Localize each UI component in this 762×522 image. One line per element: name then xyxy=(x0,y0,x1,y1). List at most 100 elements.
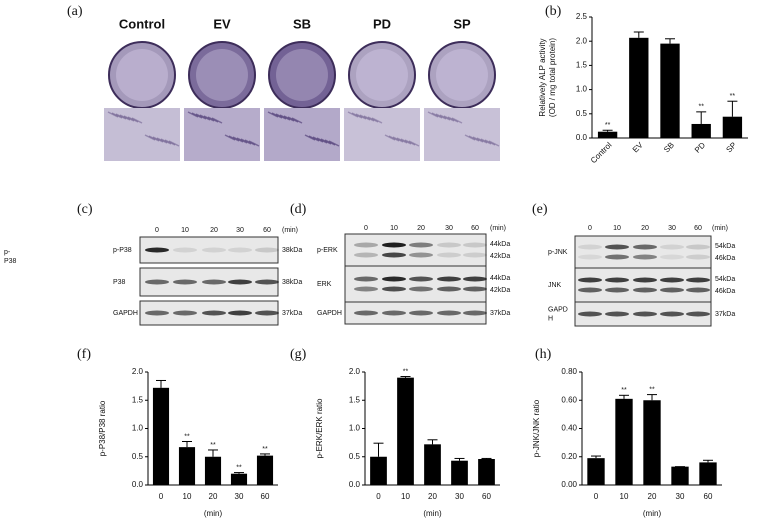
kda-label: 37kDa xyxy=(490,310,510,317)
blot-band xyxy=(255,310,279,316)
blot-band xyxy=(605,254,629,260)
bar xyxy=(722,116,743,138)
blot-band xyxy=(354,286,378,292)
time-label: 10 xyxy=(181,227,189,234)
micrograph-texture xyxy=(275,113,287,120)
time-label: 0 xyxy=(588,225,592,232)
y-tick-label: 1.5 xyxy=(349,395,361,404)
y-tick-label: 0.80 xyxy=(561,367,577,376)
time-label: 0 xyxy=(364,225,368,232)
micrograph xyxy=(344,108,420,161)
blot-band xyxy=(437,276,461,282)
blot-band xyxy=(660,311,684,317)
bar xyxy=(643,400,661,485)
significance: ** xyxy=(236,464,242,471)
y-tick-label: 2.0 xyxy=(132,367,144,376)
blot-band xyxy=(382,286,406,292)
x-tick-label: 30 xyxy=(676,492,685,501)
micrograph-texture xyxy=(107,111,119,118)
x-tick-label: 10 xyxy=(401,492,410,501)
micrograph-texture xyxy=(468,135,480,142)
micrograph-texture xyxy=(476,137,488,144)
micrograph-texture xyxy=(244,139,256,146)
x-axis-label: (min) xyxy=(643,509,662,518)
y-axis-label: p-P38/P38 ratio xyxy=(98,400,107,456)
bar xyxy=(597,131,618,138)
micrograph-texture xyxy=(148,135,160,142)
condition-label: EV xyxy=(213,16,231,31)
blot-band xyxy=(228,247,252,253)
culture-plate-inner xyxy=(356,49,408,101)
micrograph-texture xyxy=(287,116,299,123)
blot-band xyxy=(463,242,487,248)
blot-band xyxy=(686,244,710,250)
micrograph-texture xyxy=(472,136,484,143)
time-label: 30 xyxy=(668,225,676,232)
time-label: 10 xyxy=(390,225,398,232)
panel-label: (b) xyxy=(545,4,562,19)
blot-band xyxy=(633,254,657,260)
micrograph-texture xyxy=(320,138,332,145)
blot-band xyxy=(145,247,169,253)
micrograph-texture xyxy=(191,112,203,119)
micrograph-texture xyxy=(371,117,383,124)
time-label: 30 xyxy=(445,225,453,232)
time-label: 60 xyxy=(471,225,479,232)
blot-band xyxy=(382,310,406,316)
kda-label: 46kDa xyxy=(715,288,735,295)
time-label: 30 xyxy=(236,227,244,234)
y-tick-label: 2.5 xyxy=(576,12,588,21)
blot-band xyxy=(686,254,710,260)
kda-label: 44kDa xyxy=(490,241,510,248)
micrograph-texture xyxy=(308,135,320,142)
stray-label: P38 xyxy=(4,258,17,265)
bar xyxy=(397,377,414,485)
blot-band xyxy=(382,242,406,248)
condition-label: SP xyxy=(453,16,471,31)
bar xyxy=(587,458,605,485)
y-tick-label: 1.0 xyxy=(349,424,361,433)
blot-band xyxy=(633,287,657,293)
micrograph-texture xyxy=(447,116,459,123)
micrograph-texture xyxy=(451,117,463,124)
micrograph-texture xyxy=(283,115,295,122)
bar xyxy=(451,460,468,485)
micrograph-texture xyxy=(291,117,303,124)
panel-label: (g) xyxy=(290,347,307,362)
blot-row-label: GAPDH xyxy=(317,310,342,317)
blot-band xyxy=(578,254,602,260)
micrograph-texture xyxy=(480,138,492,145)
micrograph-texture xyxy=(359,114,371,121)
culture-plate-inner xyxy=(196,49,248,101)
micrograph-texture xyxy=(355,113,367,120)
micrograph-texture xyxy=(304,134,316,141)
blot-band xyxy=(633,277,657,283)
micrograph-texture xyxy=(267,111,279,118)
panel-label: (a) xyxy=(67,4,83,19)
kda-label: 54kDa xyxy=(715,243,735,250)
blot-band xyxy=(660,277,684,283)
micrograph-texture xyxy=(271,112,283,119)
significance: ** xyxy=(730,93,736,100)
bar xyxy=(152,387,170,485)
x-tick-label: 30 xyxy=(455,492,464,501)
blot-strip xyxy=(344,265,487,303)
micrograph-texture xyxy=(152,136,164,143)
y-tick-label: 2.0 xyxy=(576,36,588,45)
y-tick-label: 2.0 xyxy=(349,367,361,376)
blot-row-label: H xyxy=(548,315,553,322)
micrograph-texture xyxy=(316,137,328,144)
blot-strip xyxy=(574,267,712,303)
micrograph-texture xyxy=(427,111,439,118)
y-tick-label: 1.5 xyxy=(576,61,588,70)
y-axis-label: p-ERK/ERK ratio xyxy=(315,398,324,459)
y-tick-label: 1.0 xyxy=(576,85,588,94)
x-tick-label: 20 xyxy=(209,492,218,501)
blot-band xyxy=(409,286,433,292)
blot-strip xyxy=(574,235,712,269)
blot-band xyxy=(605,244,629,250)
blot-band xyxy=(202,310,226,316)
micrograph-texture xyxy=(160,138,172,145)
micrograph-texture xyxy=(400,138,412,145)
y-tick-label: 1.0 xyxy=(132,424,144,433)
